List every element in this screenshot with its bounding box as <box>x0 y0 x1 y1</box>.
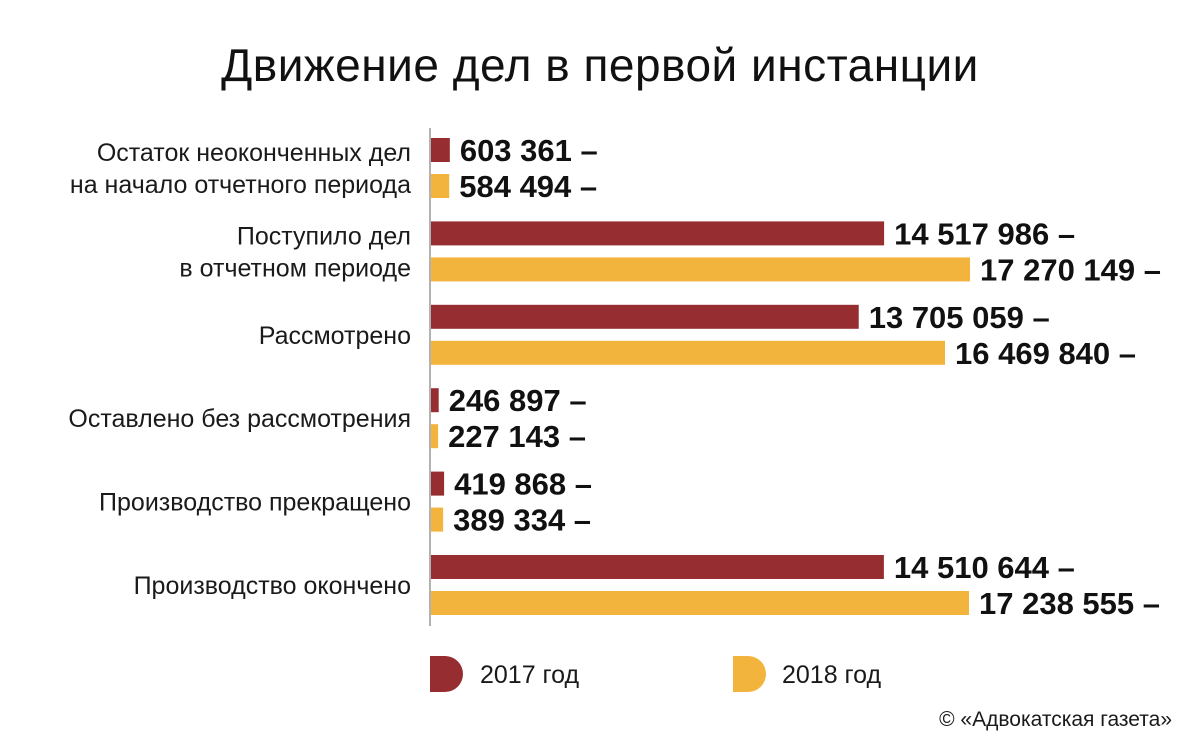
value-label: 246 897 – <box>449 383 587 418</box>
bar-2018 <box>431 257 970 282</box>
bar-2017 <box>431 555 884 579</box>
value-label: 14 510 644 – <box>894 550 1075 585</box>
bar-2018 <box>431 424 439 449</box>
legend: 2017 год 2018 год <box>430 656 881 692</box>
legend-swatch-2017 <box>430 656 463 692</box>
bars <box>431 138 970 615</box>
value-labels: 603 361 –584 494 – 14 517 986 –17 270 149… <box>448 133 1161 621</box>
credit-text: © «Адвокатская газета» <box>939 708 1172 731</box>
bar-2017 <box>431 304 859 329</box>
bar-2018 <box>431 507 444 532</box>
category-label: Поступило дел в отчетном периоде <box>179 222 411 282</box>
value-label: 584 494 – <box>459 169 597 204</box>
value-label: 16 469 840 – <box>955 336 1136 371</box>
category-label: Оставлено без рассмотрения <box>68 405 411 433</box>
value-label: 227 143 – <box>448 419 586 454</box>
category-label: Производство окончено <box>134 572 411 600</box>
category-label: Остаток неоконченных дел на начало отчетн… <box>70 139 411 199</box>
bar-2017 <box>431 471 445 496</box>
value-label: 17 270 149 – <box>980 252 1161 287</box>
chart-title: Движение дел в первой инстанции <box>221 39 979 91</box>
category-label: Рассмотрено <box>259 322 411 350</box>
bar-2017 <box>431 138 450 162</box>
legend-label: 2018 год <box>782 661 881 689</box>
value-label: 419 868 – <box>454 467 592 502</box>
bar-2018 <box>431 174 450 198</box>
bar-2017 <box>431 388 439 413</box>
legend-label: 2017 год <box>480 661 579 689</box>
category-label: Производство прекращено <box>99 489 411 517</box>
value-label: 389 334 – <box>453 503 591 538</box>
bar-2018 <box>431 340 946 365</box>
bar-2017 <box>431 221 885 246</box>
value-label: 603 361 – <box>460 133 598 168</box>
value-label: 13 705 059 – <box>869 300 1050 335</box>
category-labels: Остаток неоконченных дел на начало отчетн… <box>68 139 411 600</box>
legend-swatch-2018 <box>733 656 766 692</box>
bar-2018 <box>431 591 970 615</box>
value-label: 17 238 555 – <box>979 586 1160 621</box>
value-label: 14 517 986 – <box>894 216 1075 251</box>
